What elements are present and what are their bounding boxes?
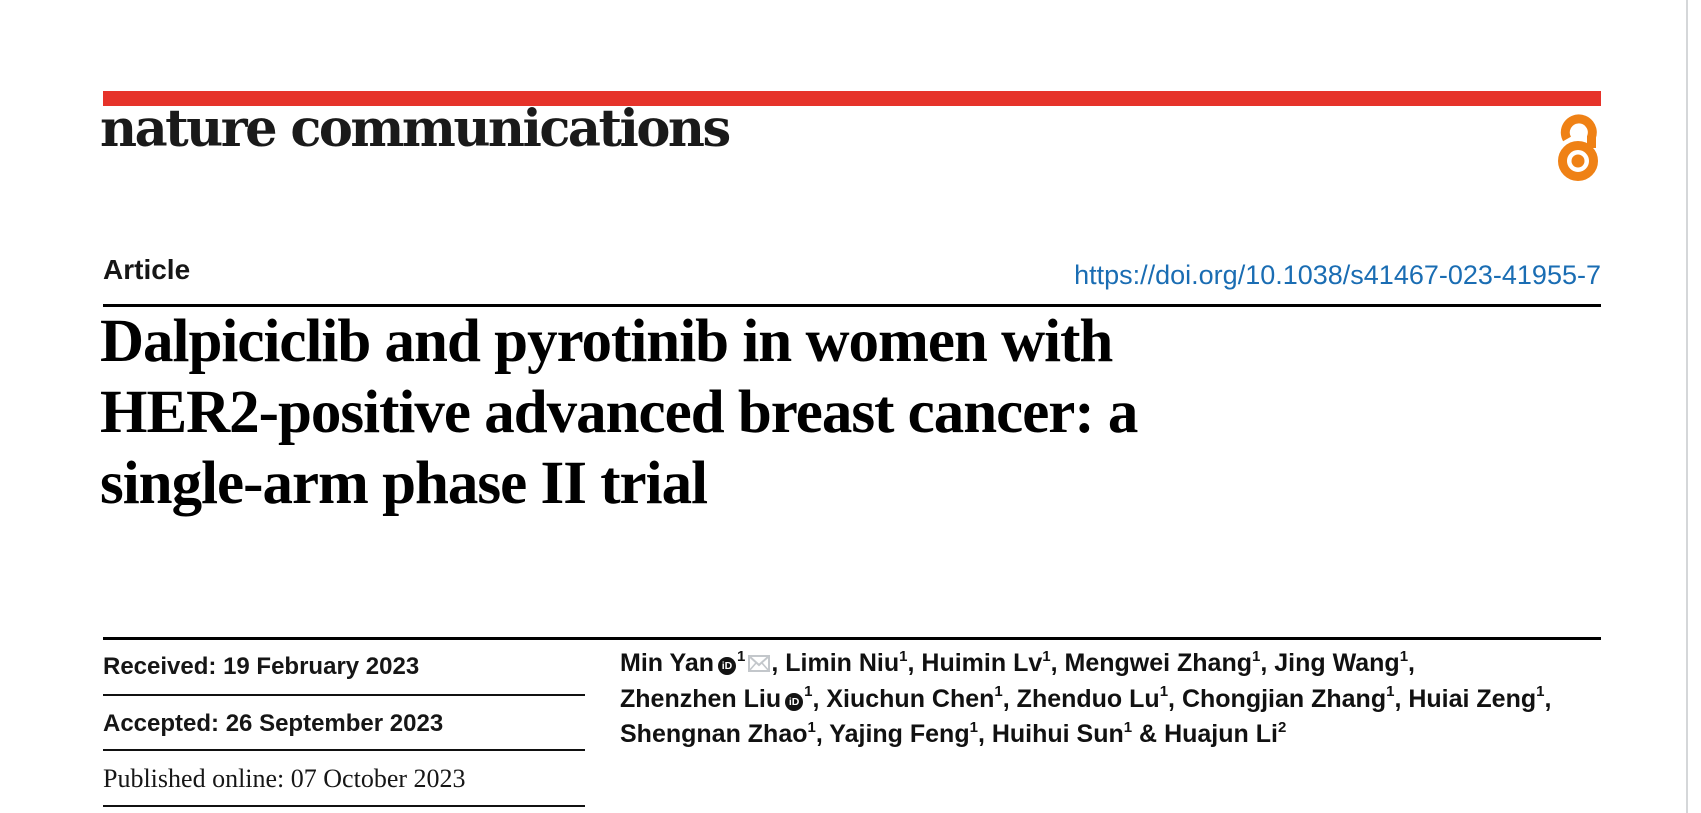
author-list: Min Yan iD1, Limin Niu1, Huimin Lv1, Meng… <box>620 646 1551 753</box>
author: Huiai Zeng1, <box>1408 683 1552 713</box>
author-separator: , <box>1002 684 1017 713</box>
affiliation-superscript: 1 <box>1399 647 1409 665</box>
author: Huimin Lv1, <box>921 649 1064 677</box>
metadata-rule <box>103 637 1601 640</box>
published-value: 07 October 2023 <box>290 764 466 793</box>
author-name: Xiuchun Chen <box>826 684 995 713</box>
author-separator: , <box>1544 684 1552 713</box>
received-value: 19 February 2023 <box>223 653 420 680</box>
author-name: Huiai Zeng <box>1408 684 1537 713</box>
affiliation-superscript: 1 <box>1123 718 1133 736</box>
article-title-line-3: single-arm phase II trial <box>100 450 708 517</box>
author-name: Huimin Lv <box>921 649 1043 677</box>
date-divider <box>103 805 585 807</box>
author: Yajing Feng1, <box>829 720 992 748</box>
author-separator: & <box>1132 720 1165 748</box>
author: Min Yan iD1, <box>620 649 785 677</box>
author: Chongjian Zhang1, <box>1181 683 1409 713</box>
author: Shengnan Zhao1, <box>620 720 829 748</box>
affiliation-superscript: 1 <box>804 683 813 701</box>
affiliation-superscript: 1 <box>1386 683 1395 701</box>
author-separator: , <box>907 649 922 677</box>
author: Zhenduo Lu1, <box>1016 683 1182 713</box>
author-separator: , <box>1168 684 1182 713</box>
published-online-date: Published online: 07 October 2023 <box>103 764 466 794</box>
open-access-icon <box>1558 114 1598 181</box>
affiliation-superscript: 1 <box>994 683 1003 701</box>
published-label: Published online: <box>103 764 285 793</box>
author: Jing Wang1, <box>1274 649 1415 677</box>
affiliation-superscript: 1 <box>1536 683 1545 701</box>
affiliation-superscript: 1 <box>1159 683 1169 701</box>
accepted-label: Accepted: <box>103 710 220 737</box>
author-name: Zhenduo Lu <box>1016 684 1160 713</box>
author: Huajun Li2 <box>1164 720 1286 748</box>
author: Zhenzhen Liu iD1, <box>620 683 827 713</box>
nature-communications-logo: nature communications <box>100 99 731 159</box>
author: Huihui Sun1 & <box>992 720 1164 748</box>
masthead-accent-bar <box>103 91 1601 106</box>
author: Limin Niu1, <box>785 649 921 677</box>
author-separator: , <box>812 684 827 713</box>
date-divider <box>103 694 585 696</box>
author-name: Zhenzhen Liu <box>620 684 782 713</box>
author-line: Zhenzhen Liu iD1, Xiuchun Chen1, Zhenduo … <box>620 682 1551 718</box>
orcid-icon[interactable]: iD <box>718 657 737 675</box>
received-label: Received: <box>103 653 217 680</box>
page-edge-divider <box>1686 0 1688 813</box>
author-name: Huihui Sun <box>991 720 1124 748</box>
author-name: Shengnan Zhao <box>620 720 808 748</box>
affiliation-superscript: 1 <box>1042 647 1051 665</box>
orcid-icon[interactable]: iD <box>785 692 804 711</box>
article-title-line-1: Dalpiciclib and pyrotinib in women with <box>100 308 1113 375</box>
article-title: Dalpiciclib and pyrotinib in women with … <box>100 306 1520 519</box>
affiliation-superscript: 1 <box>969 718 978 736</box>
author-line: Shengnan Zhao1, Yajing Feng1, Huihui Sun… <box>620 717 1520 753</box>
author-separator: , <box>977 720 992 748</box>
affiliation-superscript: 1 <box>899 647 908 665</box>
accepted-value: 26 September 2023 <box>225 710 444 737</box>
affiliation-superscript: 1 <box>807 718 816 736</box>
author-separator: , <box>815 720 830 748</box>
affiliation-superscript: 2 <box>1277 718 1287 736</box>
date-divider <box>103 749 585 751</box>
affiliation-superscript: 1 <box>737 647 746 665</box>
accepted-date: Accepted: 26 September 2023 <box>103 710 443 738</box>
author-name: Huajun Li <box>1164 720 1278 748</box>
article-type-label: Article <box>103 254 191 285</box>
author-name: Jing Wang <box>1274 649 1400 677</box>
email-icon[interactable] <box>748 655 771 672</box>
author-name: Yajing Feng <box>829 720 970 748</box>
author-separator: , <box>1408 649 1415 677</box>
author: Mengwei Zhang1, <box>1065 649 1275 677</box>
author-separator: , <box>1050 649 1065 677</box>
author-line: Min Yan iD1, Limin Niu1, Huimin Lv1, Meng… <box>620 646 1520 682</box>
doi-link[interactable]: https://doi.org/10.1038/s41467-023-41955… <box>1074 260 1601 290</box>
author-separator: , <box>771 649 786 677</box>
header-rule <box>103 304 1601 307</box>
author-name: Chongjian Zhang <box>1181 684 1387 713</box>
author-name: Limin Niu <box>785 649 900 677</box>
author-separator: , <box>1394 684 1409 713</box>
affiliation-superscript: 1 <box>1252 647 1261 665</box>
author: Xiuchun Chen1, <box>826 683 1017 713</box>
author-name: Min Yan <box>620 649 715 677</box>
author-name: Mengwei Zhang <box>1064 649 1253 677</box>
received-date: Received: 19 February 2023 <box>103 653 419 681</box>
article-title-line-2: HER2-positive advanced breast cancer: a <box>100 379 1138 446</box>
author-separator: , <box>1260 649 1275 677</box>
